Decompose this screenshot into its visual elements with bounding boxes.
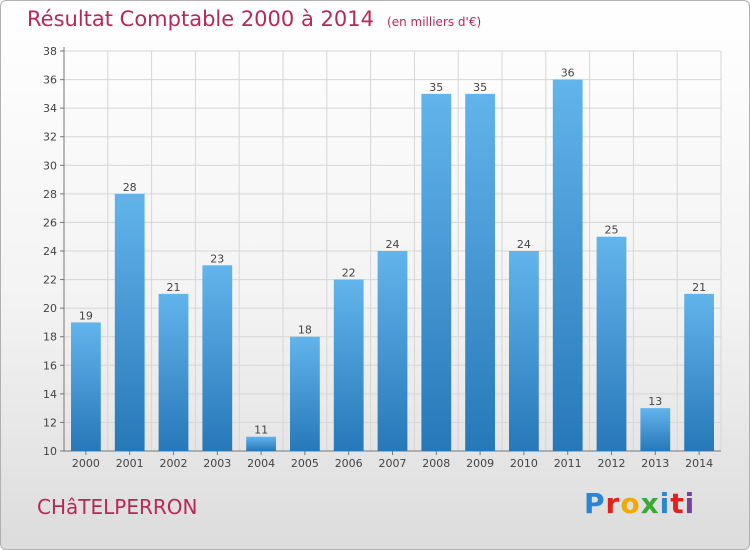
chart-unit-label: (en milliers d'€) <box>387 15 482 29</box>
bar-2005 <box>290 336 320 451</box>
x-tick-label-2009: 2009 <box>466 457 494 470</box>
y-tick-label: 38 <box>43 45 57 58</box>
proxiti-logo[interactable]: Proxiti <box>584 487 695 520</box>
x-tick-label-2002: 2002 <box>160 457 188 470</box>
data-label-2013: 13 <box>648 395 662 408</box>
bar-2008 <box>421 93 452 451</box>
x-tick-label-2004: 2004 <box>247 457 275 470</box>
y-tick-label: 12 <box>43 416 57 429</box>
y-tick-label: 36 <box>43 74 57 87</box>
bar-2012 <box>596 236 627 451</box>
data-label-2008: 35 <box>429 81 443 94</box>
chart-title-block: Résultat Comptable 2000 à 2014 (en milli… <box>27 7 481 31</box>
data-label-2000: 19 <box>79 309 93 322</box>
commune-name: CHâTELPERRON <box>37 495 198 519</box>
bar-2006 <box>333 279 364 451</box>
y-tick-label: 24 <box>43 245 57 258</box>
y-tick-label: 18 <box>43 331 57 344</box>
logo-letter: i <box>684 487 696 520</box>
x-tick-label-2012: 2012 <box>598 457 626 470</box>
bar-2014 <box>684 293 714 451</box>
logo-letter: x <box>640 487 660 520</box>
logo-letter: i <box>659 487 671 520</box>
x-tick-label-2005: 2005 <box>291 457 319 470</box>
bar-2001 <box>114 193 145 451</box>
y-tick-label: 16 <box>43 359 57 372</box>
x-tick-label-2011: 2011 <box>554 457 582 470</box>
data-label-2012: 25 <box>605 224 619 237</box>
data-label-2003: 23 <box>210 252 224 265</box>
chart-title: Résultat Comptable 2000 à 2014 <box>27 7 374 31</box>
data-label-2011: 36 <box>561 67 575 80</box>
logo-letter: t <box>670 487 685 520</box>
logo-letter: P <box>584 487 606 520</box>
x-tick-label-2010: 2010 <box>510 457 538 470</box>
bar-2009 <box>465 93 495 451</box>
bar-2013 <box>640 408 671 451</box>
bars <box>71 79 714 452</box>
bar-2000 <box>71 322 101 451</box>
data-label-2004: 11 <box>254 424 268 437</box>
x-tick-label-2000: 2000 <box>72 457 100 470</box>
bar-2003 <box>202 265 233 451</box>
data-label-2014: 21 <box>692 281 706 294</box>
y-tick-label: 26 <box>43 216 57 229</box>
bar-2011 <box>552 79 583 452</box>
x-tick-label-2014: 2014 <box>685 457 713 470</box>
y-tick-label: 32 <box>43 131 57 144</box>
data-label-2006: 22 <box>342 267 356 280</box>
y-tick-label: 10 <box>43 445 57 458</box>
x-tick-label-2008: 2008 <box>422 457 450 470</box>
y-tick-label: 30 <box>43 159 57 172</box>
y-tick-label: 22 <box>43 274 57 287</box>
data-label-2009: 35 <box>473 81 487 94</box>
data-label-2005: 18 <box>298 324 312 337</box>
bar-2002 <box>158 293 189 451</box>
y-tick-label: 28 <box>43 188 57 201</box>
bar-2010 <box>509 251 539 451</box>
logo-letter: r <box>605 487 621 520</box>
logo-letter: o <box>620 487 641 520</box>
y-tick-label: 20 <box>43 302 57 315</box>
x-tick-label-2007: 2007 <box>379 457 407 470</box>
x-tick-label-2006: 2006 <box>335 457 363 470</box>
x-tick-label-2001: 2001 <box>116 457 144 470</box>
bar-2007 <box>377 251 408 451</box>
x-tick-label-2003: 2003 <box>203 457 231 470</box>
y-tick-label: 34 <box>43 102 57 115</box>
bar-2004 <box>246 436 276 451</box>
data-label-2001: 28 <box>123 181 137 194</box>
x-tick-label-2013: 2013 <box>641 457 669 470</box>
data-label-2007: 24 <box>386 238 400 251</box>
data-labels: 19 28 21 23 11 18 22 24 35 35 24 36 25 13 21 <box>79 67 706 437</box>
data-label-2002: 21 <box>167 281 181 294</box>
data-label-2010: 24 <box>517 238 531 251</box>
y-tick-label: 14 <box>43 388 57 401</box>
